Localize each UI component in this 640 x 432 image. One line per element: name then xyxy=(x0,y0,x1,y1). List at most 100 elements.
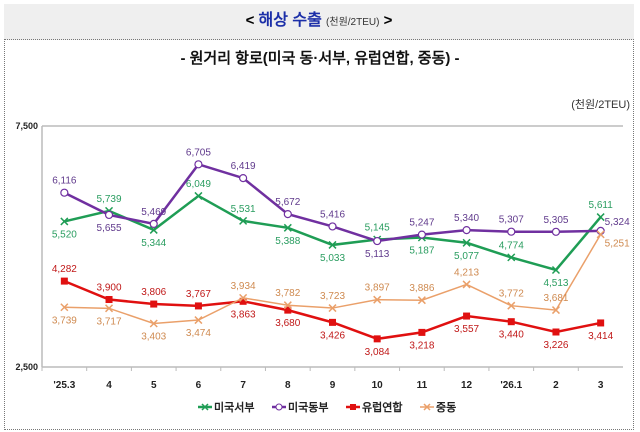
data-point xyxy=(60,277,68,285)
data-label: 4,513 xyxy=(543,278,568,289)
legend-marker xyxy=(201,403,209,411)
data-point xyxy=(373,236,382,246)
data-label: 6,049 xyxy=(186,179,211,190)
data-point xyxy=(462,226,471,235)
data-point xyxy=(596,213,605,222)
header-bar: < 해상 수출 (천원/2TEU) > xyxy=(4,4,634,40)
data-point xyxy=(149,225,158,234)
data-label: 3,403 xyxy=(141,331,166,342)
header-right: > xyxy=(383,12,393,29)
data-point xyxy=(149,319,158,328)
data-point xyxy=(507,253,516,262)
data-point xyxy=(507,301,516,310)
data-point xyxy=(194,160,203,169)
header-unit: (천원/2TEU) xyxy=(326,17,380,28)
legend-label: 유럽연합 xyxy=(362,400,402,414)
data-label: 5,520 xyxy=(52,229,77,240)
data-label: 5,340 xyxy=(454,213,479,224)
legend-item: 미국동부 xyxy=(272,400,328,414)
x-tick-label: 6 xyxy=(196,380,202,391)
data-point xyxy=(105,304,114,313)
data-label: 5,324 xyxy=(605,217,630,228)
data-point xyxy=(239,174,248,183)
data-point xyxy=(239,293,248,302)
data-label: 3,414 xyxy=(588,331,613,342)
legend-item: 미국서부 xyxy=(198,400,254,414)
data-label: 5,655 xyxy=(97,223,122,234)
data-label: 3,218 xyxy=(409,340,434,351)
data-label: 3,426 xyxy=(320,330,345,341)
x-tick-label: '26.1 xyxy=(500,380,522,391)
series-2: 4,282 3,900 3,806 3,767 3,863 3,680 3,426 3,084… xyxy=(52,264,614,358)
x-tick-label: 10 xyxy=(372,380,384,391)
data-point xyxy=(463,312,471,320)
legend-item: 유럽연합 xyxy=(346,400,402,414)
data-label: 5,416 xyxy=(320,209,345,220)
header-left: < xyxy=(245,12,255,29)
data-point xyxy=(328,222,337,231)
legend-label: 미국동부 xyxy=(288,400,328,414)
legend-marker xyxy=(350,404,356,410)
data-label: 3,886 xyxy=(409,283,434,294)
data-label: 3,934 xyxy=(231,281,256,292)
y-tick-label: 7,500 xyxy=(15,121,38,131)
data-point xyxy=(283,223,292,232)
data-point xyxy=(417,230,426,239)
data-point xyxy=(149,219,158,228)
data-label: 3,680 xyxy=(275,318,300,329)
x-tick-label: 11 xyxy=(417,380,428,391)
data-label: 6,705 xyxy=(186,147,211,158)
data-label: 3,900 xyxy=(97,283,122,294)
data-label: 5,611 xyxy=(589,200,614,211)
data-point xyxy=(373,295,382,304)
data-point xyxy=(507,318,515,326)
data-label: 4,282 xyxy=(52,264,77,275)
header-title: 해상 수출 xyxy=(258,12,322,29)
data-point xyxy=(104,210,114,220)
series-1: 6,116 5,655 5,469 6,705 6,419 5,672 5,416 5,113… xyxy=(52,147,630,260)
data-point xyxy=(462,280,471,289)
data-point xyxy=(150,300,158,308)
data-label: 3,440 xyxy=(499,330,524,341)
data-label: 3,226 xyxy=(543,340,568,351)
data-label: 4,213 xyxy=(454,267,479,278)
data-point xyxy=(239,216,248,225)
data-label: 5,344 xyxy=(141,238,166,249)
data-label: 3,681 xyxy=(543,293,568,304)
data-point xyxy=(551,265,560,275)
data-point xyxy=(239,297,247,305)
chart-subtitle: - 원거리 항로(미국 동·서부, 유럽연합, 중동) - xyxy=(180,50,460,67)
data-point xyxy=(507,227,516,236)
data-point xyxy=(328,304,337,313)
data-point xyxy=(596,230,605,239)
data-label: 6,116 xyxy=(52,176,77,187)
y-tick-label: 2,500 xyxy=(15,362,38,372)
data-label: 3,782 xyxy=(275,288,300,299)
data-label: 3,739 xyxy=(52,315,77,326)
data-point xyxy=(418,328,426,336)
series-3: 3,739 3,717 3,403 3,474 3,934 3,782 3,723 3,897… xyxy=(52,230,630,342)
x-tick-label: 9 xyxy=(330,380,336,391)
data-label: 5,247 xyxy=(409,218,434,229)
data-label: 5,305 xyxy=(543,215,568,226)
data-point xyxy=(194,302,202,310)
data-label: 4,774 xyxy=(499,240,524,251)
data-point xyxy=(417,296,426,305)
data-label: 5,469 xyxy=(141,207,166,218)
data-point xyxy=(283,301,292,310)
data-label: 5,077 xyxy=(454,251,479,262)
data-point xyxy=(462,238,471,247)
data-label: 3,084 xyxy=(365,347,390,358)
x-tick-label: 8 xyxy=(285,380,291,391)
data-point xyxy=(551,227,561,236)
data-point xyxy=(105,296,113,304)
data-label: 3,723 xyxy=(320,291,345,302)
data-point xyxy=(284,306,292,314)
data-label: 5,251 xyxy=(605,238,630,249)
data-label: 5,388 xyxy=(275,236,300,247)
data-label: 3,767 xyxy=(186,289,211,300)
data-label: 5,145 xyxy=(365,223,390,234)
unit-label: (천원/2TEU) xyxy=(571,99,630,111)
